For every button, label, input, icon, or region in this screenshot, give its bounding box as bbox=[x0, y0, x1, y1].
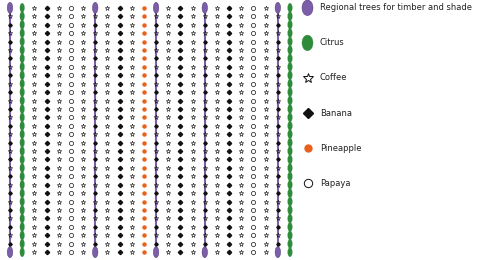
Ellipse shape bbox=[288, 138, 292, 147]
Ellipse shape bbox=[7, 2, 13, 13]
Ellipse shape bbox=[288, 96, 292, 105]
Ellipse shape bbox=[20, 113, 24, 122]
Ellipse shape bbox=[288, 172, 292, 181]
Ellipse shape bbox=[20, 79, 24, 88]
Ellipse shape bbox=[20, 54, 24, 63]
Ellipse shape bbox=[288, 62, 292, 71]
Ellipse shape bbox=[20, 239, 24, 248]
Ellipse shape bbox=[288, 248, 292, 257]
Text: Papaya: Papaya bbox=[320, 179, 350, 188]
Ellipse shape bbox=[288, 214, 292, 223]
Ellipse shape bbox=[288, 197, 292, 206]
Ellipse shape bbox=[20, 121, 24, 130]
Text: Pineapple: Pineapple bbox=[320, 144, 362, 153]
Ellipse shape bbox=[20, 248, 24, 257]
Ellipse shape bbox=[20, 104, 24, 113]
Ellipse shape bbox=[20, 12, 24, 21]
Ellipse shape bbox=[20, 46, 24, 55]
Ellipse shape bbox=[7, 247, 13, 258]
Ellipse shape bbox=[288, 54, 292, 63]
Ellipse shape bbox=[275, 2, 280, 13]
Ellipse shape bbox=[288, 113, 292, 122]
Ellipse shape bbox=[288, 205, 292, 214]
Ellipse shape bbox=[288, 130, 292, 139]
Ellipse shape bbox=[288, 121, 292, 130]
Ellipse shape bbox=[20, 138, 24, 147]
Ellipse shape bbox=[154, 2, 159, 13]
Ellipse shape bbox=[20, 214, 24, 223]
Ellipse shape bbox=[288, 12, 292, 21]
Ellipse shape bbox=[288, 147, 292, 156]
Ellipse shape bbox=[288, 180, 292, 189]
Text: Regional trees for timber and shade: Regional trees for timber and shade bbox=[320, 3, 472, 12]
Ellipse shape bbox=[288, 88, 292, 97]
Ellipse shape bbox=[20, 163, 24, 172]
Ellipse shape bbox=[288, 104, 292, 113]
Ellipse shape bbox=[20, 231, 24, 240]
Ellipse shape bbox=[92, 247, 98, 258]
Ellipse shape bbox=[288, 239, 292, 248]
Ellipse shape bbox=[302, 0, 313, 16]
Ellipse shape bbox=[20, 197, 24, 206]
Ellipse shape bbox=[202, 2, 207, 13]
Ellipse shape bbox=[20, 88, 24, 97]
Ellipse shape bbox=[20, 37, 24, 46]
Ellipse shape bbox=[288, 46, 292, 55]
Ellipse shape bbox=[20, 189, 24, 198]
Ellipse shape bbox=[20, 222, 24, 231]
Ellipse shape bbox=[288, 79, 292, 88]
Ellipse shape bbox=[20, 96, 24, 105]
Ellipse shape bbox=[275, 247, 280, 258]
Ellipse shape bbox=[288, 155, 292, 164]
Ellipse shape bbox=[92, 2, 98, 13]
Ellipse shape bbox=[20, 205, 24, 214]
Ellipse shape bbox=[288, 3, 292, 12]
Ellipse shape bbox=[20, 130, 24, 139]
Ellipse shape bbox=[20, 180, 24, 189]
Ellipse shape bbox=[20, 71, 24, 80]
Text: Coffee: Coffee bbox=[320, 74, 347, 82]
Text: Banana: Banana bbox=[320, 109, 352, 118]
Ellipse shape bbox=[288, 29, 292, 38]
Ellipse shape bbox=[20, 172, 24, 181]
Ellipse shape bbox=[20, 147, 24, 156]
Ellipse shape bbox=[288, 20, 292, 29]
Ellipse shape bbox=[202, 247, 207, 258]
Ellipse shape bbox=[302, 35, 313, 51]
Ellipse shape bbox=[20, 29, 24, 38]
Ellipse shape bbox=[20, 20, 24, 29]
Ellipse shape bbox=[288, 189, 292, 198]
Ellipse shape bbox=[288, 37, 292, 46]
Ellipse shape bbox=[154, 247, 159, 258]
Ellipse shape bbox=[288, 71, 292, 80]
Ellipse shape bbox=[20, 155, 24, 164]
Ellipse shape bbox=[288, 231, 292, 240]
Text: Citrus: Citrus bbox=[320, 38, 345, 47]
Ellipse shape bbox=[20, 62, 24, 71]
Ellipse shape bbox=[288, 222, 292, 231]
Ellipse shape bbox=[288, 163, 292, 172]
Ellipse shape bbox=[20, 3, 24, 12]
